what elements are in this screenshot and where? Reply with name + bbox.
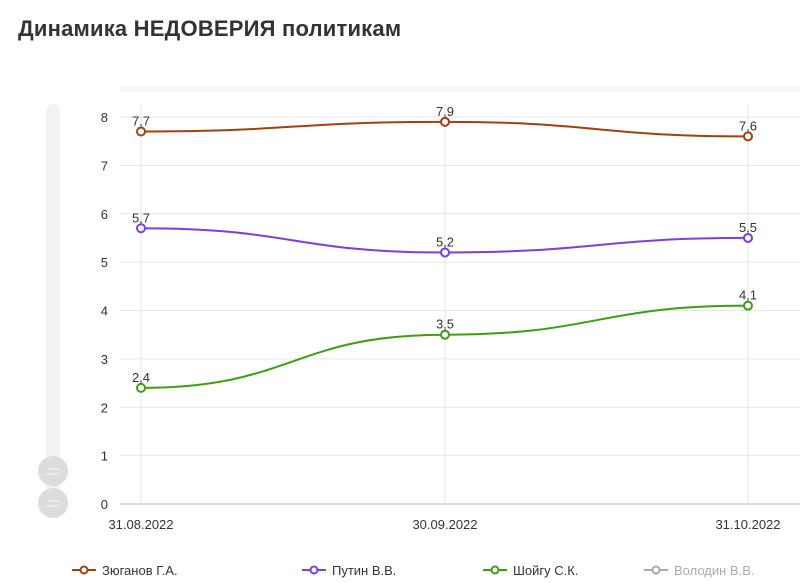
range-handle-bottom[interactable]	[38, 488, 68, 518]
data-point[interactable]	[743, 232, 753, 243]
data-point[interactable]	[136, 223, 146, 234]
range-scrollbar[interactable]	[46, 104, 60, 504]
data-label: 7,7	[132, 114, 150, 129]
x-tick-label: 31.10.2022	[715, 517, 780, 532]
data-label: 5,2	[436, 234, 454, 249]
data-label: 7,9	[436, 104, 454, 119]
y-tick-label: 5	[101, 255, 108, 270]
x-tick-label: 31.08.2022	[108, 517, 173, 532]
y-tick-label: 8	[101, 110, 108, 125]
data-point[interactable]	[440, 116, 450, 127]
x-tick-label: 30.09.2022	[412, 517, 477, 532]
y-tick-label: 6	[101, 207, 108, 222]
data-point[interactable]	[440, 247, 450, 258]
y-tick-label: 3	[101, 352, 108, 367]
data-point[interactable]	[440, 329, 450, 340]
top-band	[120, 86, 800, 92]
data-label: 7,6	[739, 118, 757, 133]
legend-item[interactable]: Шойгу С.К.	[483, 563, 578, 578]
y-tick-label: 2	[101, 400, 108, 415]
data-point[interactable]	[136, 126, 146, 137]
data-label: 4,1	[739, 288, 757, 303]
legend-item[interactable]: Путин В.В.	[302, 563, 396, 578]
data-label: 2,4	[132, 370, 150, 385]
chart-title: Динамика НЕДОВЕРИЯ политикам	[18, 16, 402, 41]
svg-text:Шойгу С.К.: Шойгу С.К.	[513, 563, 578, 578]
data-label: 5,5	[739, 220, 757, 235]
svg-text:Путин В.В.: Путин В.В.	[332, 563, 396, 578]
range-handle-top[interactable]	[38, 456, 68, 486]
data-label: 3,5	[436, 317, 454, 332]
svg-text:Володин В.В.: Володин В.В.	[674, 563, 755, 578]
svg-text:Зюганов Г.А.: Зюганов Г.А.	[102, 563, 178, 578]
y-tick-label: 0	[101, 497, 108, 512]
legend-item[interactable]: Зюганов Г.А.	[72, 563, 178, 578]
legend-item[interactable]: Володин В.В.	[644, 563, 755, 578]
data-point[interactable]	[743, 300, 753, 311]
data-label: 5,7	[132, 210, 150, 225]
data-point[interactable]	[743, 131, 753, 142]
y-tick-label: 4	[101, 304, 108, 319]
data-point[interactable]	[136, 382, 146, 393]
y-tick-label: 1	[101, 449, 108, 464]
y-tick-label: 7	[101, 158, 108, 173]
